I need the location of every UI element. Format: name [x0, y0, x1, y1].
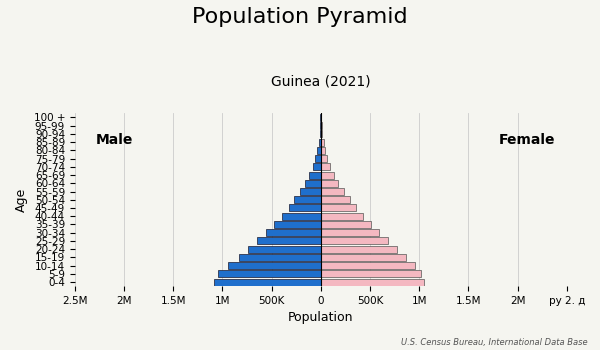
Y-axis label: Age: Age — [15, 188, 28, 212]
Bar — [315, 155, 321, 162]
Bar — [321, 139, 323, 146]
Bar — [305, 180, 321, 187]
Text: Male: Male — [95, 133, 133, 147]
Text: Population Pyramid: Population Pyramid — [192, 7, 408, 27]
Text: Female: Female — [499, 133, 556, 147]
Bar — [313, 163, 321, 170]
Bar — [317, 147, 321, 154]
Bar — [321, 262, 415, 269]
Bar — [321, 270, 421, 277]
Bar — [321, 130, 322, 137]
X-axis label: Population: Population — [288, 312, 353, 324]
Bar — [295, 196, 321, 203]
Bar — [321, 147, 325, 154]
Bar — [321, 163, 330, 170]
Bar — [266, 229, 321, 236]
Bar — [321, 188, 344, 195]
Bar — [257, 237, 321, 244]
Bar — [321, 122, 322, 129]
Bar — [300, 188, 321, 195]
Bar — [321, 172, 334, 178]
Bar — [321, 196, 350, 203]
Bar — [321, 204, 356, 211]
Bar — [321, 254, 406, 261]
Bar — [321, 180, 338, 187]
Bar — [218, 270, 321, 277]
Text: U.S. Census Bureau, International Data Base: U.S. Census Bureau, International Data B… — [401, 337, 588, 346]
Bar — [289, 204, 321, 211]
Bar — [320, 130, 321, 137]
Bar — [239, 254, 321, 261]
Bar — [321, 237, 388, 244]
Bar — [321, 246, 397, 253]
Bar — [321, 279, 424, 286]
Bar — [228, 262, 321, 269]
Bar — [281, 213, 321, 220]
Bar — [321, 221, 371, 228]
Bar — [214, 279, 321, 286]
Bar — [320, 122, 321, 129]
Bar — [321, 229, 379, 236]
Bar — [321, 213, 364, 220]
Bar — [274, 221, 321, 228]
Bar — [319, 139, 321, 146]
Bar — [309, 172, 321, 178]
Title: Guinea (2021): Guinea (2021) — [271, 75, 371, 89]
Bar — [248, 246, 321, 253]
Bar — [321, 155, 328, 162]
